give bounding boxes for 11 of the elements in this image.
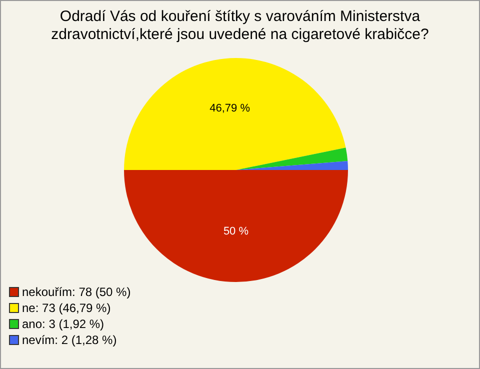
data-label: 46,79 %	[210, 102, 250, 115]
legend-label: ne: 73 (46,79 %)	[22, 301, 111, 315]
pie-slice	[236, 148, 348, 170]
pie-slice	[124, 58, 346, 170]
legend-label: nevím: 2 (1,28 %)	[22, 333, 117, 347]
pie-slice	[124, 170, 348, 282]
pie-slice	[236, 161, 348, 170]
legend-label: ano: 3 (1,92 %)	[22, 317, 104, 331]
data-label: 50 %	[223, 226, 249, 238]
chart-title: Odradí Vás od kouření štítky s varováním Ministerstva zdravotnictví,které jsou uvedené na cigaretové krabičce?	[50, 8, 430, 44]
legend-label: nekouřím: 78 (50 %)	[22, 285, 131, 299]
